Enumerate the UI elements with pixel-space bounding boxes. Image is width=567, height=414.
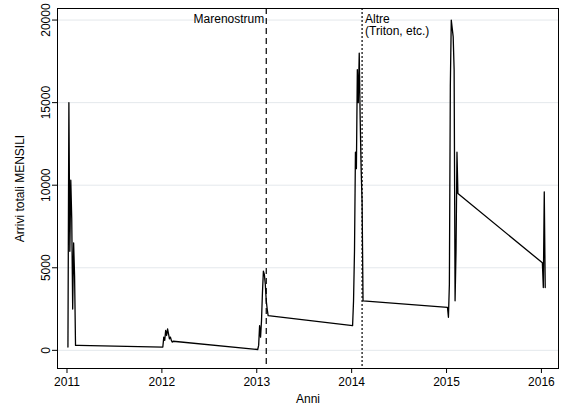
svg-text:2015: 2015 [433, 375, 460, 389]
svg-text:20000: 20000 [39, 3, 53, 37]
svg-text:2014: 2014 [338, 375, 365, 389]
svg-text:10000: 10000 [39, 168, 53, 202]
svg-text:2012: 2012 [149, 375, 176, 389]
svg-text:Marenostrum: Marenostrum [194, 12, 265, 26]
svg-text:5000: 5000 [39, 254, 53, 281]
svg-text:Arrivi totali MENSILI: Arrivi totali MENSILI [13, 135, 27, 242]
svg-text:2013: 2013 [243, 375, 270, 389]
svg-text:2016: 2016 [528, 375, 555, 389]
svg-text:0: 0 [39, 347, 53, 354]
svg-text:Altre(Triton, etc.): Altre(Triton, etc.) [365, 12, 429, 38]
svg-text:Anni: Anni [296, 392, 320, 406]
svg-text:2011: 2011 [54, 375, 80, 389]
svg-text:15000: 15000 [39, 86, 53, 120]
